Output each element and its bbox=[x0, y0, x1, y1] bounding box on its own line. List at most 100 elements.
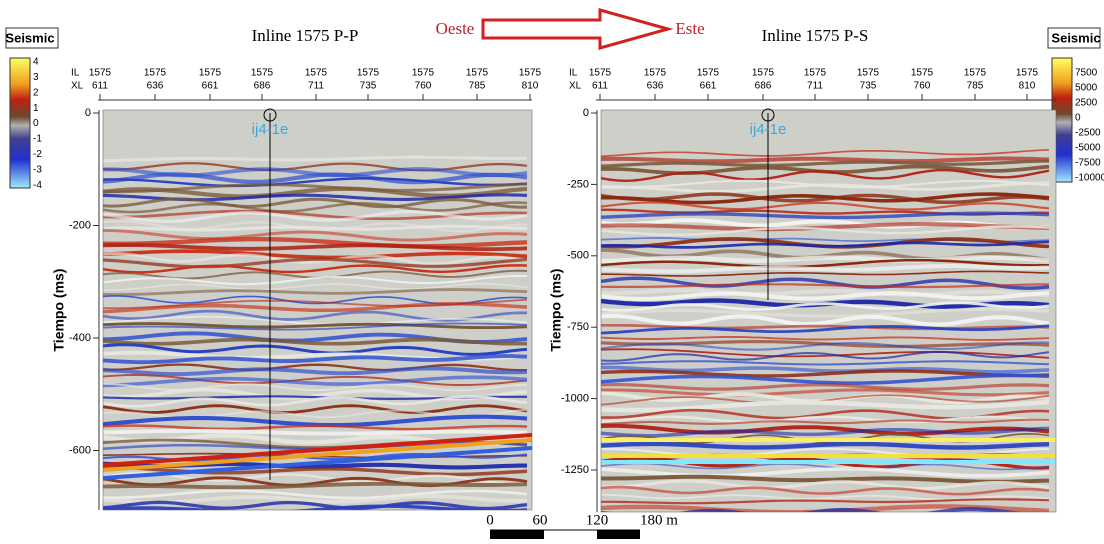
reflector bbox=[601, 485, 1050, 496]
xl-value: 711 bbox=[308, 81, 324, 92]
colorbar-label: -5000 bbox=[1075, 143, 1101, 154]
reflector bbox=[103, 337, 528, 346]
direction-to: Este bbox=[675, 19, 704, 38]
colorbar bbox=[9, 57, 31, 189]
reflector bbox=[601, 291, 1050, 301]
reflector bbox=[601, 479, 1050, 491]
reflector bbox=[103, 315, 528, 326]
y-tick-label: -600 bbox=[69, 444, 91, 456]
panel-title: Inline 1575 P-S bbox=[762, 26, 869, 45]
reflector bbox=[601, 255, 1050, 264]
reflector bbox=[601, 462, 1050, 471]
xl-value: 760 bbox=[415, 81, 432, 92]
reflector bbox=[601, 466, 1050, 478]
colorbar-label: -2 bbox=[33, 149, 42, 160]
il-value: 1575 bbox=[589, 68, 612, 79]
xl-value: 611 bbox=[592, 81, 608, 92]
y-tick-label: -500 bbox=[567, 250, 589, 262]
reflector bbox=[601, 181, 1049, 193]
colorbar-label: 2 bbox=[33, 87, 39, 98]
reflector bbox=[103, 428, 528, 436]
reflector bbox=[601, 168, 1050, 183]
reflector bbox=[103, 302, 528, 314]
arrow bbox=[481, 8, 674, 50]
xl-value: 686 bbox=[755, 81, 772, 92]
scale-label: 0 bbox=[486, 512, 494, 528]
xl-value: 661 bbox=[202, 81, 219, 92]
reflector bbox=[601, 301, 1050, 312]
colorbar-label: 3 bbox=[33, 72, 39, 83]
colorbar-label: -1 bbox=[33, 134, 42, 145]
xl-value: 711 bbox=[807, 81, 823, 92]
panel-title: Inline 1575 P-P bbox=[252, 26, 359, 45]
colorbar-label: -4 bbox=[33, 180, 42, 191]
colorbar-label: -2500 bbox=[1075, 128, 1101, 139]
reflector bbox=[103, 366, 528, 377]
reflector bbox=[103, 243, 528, 251]
reflector bbox=[601, 418, 1050, 426]
il-value: 1575 bbox=[519, 68, 542, 79]
seismic-section bbox=[103, 155, 532, 510]
reflector bbox=[601, 399, 1050, 413]
reflector bbox=[103, 177, 528, 188]
reflector bbox=[103, 264, 528, 274]
il-value: 1575 bbox=[89, 68, 112, 79]
reflector bbox=[601, 415, 1050, 424]
reflector bbox=[601, 350, 1050, 362]
reflector bbox=[601, 423, 1050, 436]
il-label: IL bbox=[71, 68, 80, 79]
reflector bbox=[103, 382, 528, 392]
reflector bbox=[601, 365, 1050, 374]
colorbar-title: Seismic bbox=[1051, 30, 1100, 45]
reflector bbox=[601, 240, 1050, 249]
reflector bbox=[601, 360, 1050, 366]
colorbar-label: 0 bbox=[33, 118, 39, 129]
colorbar-label: 2500 bbox=[1075, 98, 1098, 109]
il-value: 1575 bbox=[466, 68, 489, 79]
reflector bbox=[601, 498, 1050, 505]
reflector bbox=[601, 258, 1050, 269]
xl-value: 611 bbox=[92, 81, 108, 92]
strong-reflector bbox=[103, 433, 532, 467]
reflector bbox=[103, 274, 528, 286]
reflector bbox=[601, 441, 1050, 450]
reflector bbox=[103, 481, 528, 490]
reflector bbox=[601, 336, 1050, 341]
reflector bbox=[103, 162, 528, 172]
reflector bbox=[601, 382, 1050, 391]
reflector bbox=[103, 219, 528, 233]
scale-bar bbox=[490, 529, 640, 539]
xl-value: 810 bbox=[1019, 81, 1036, 92]
reflector bbox=[601, 283, 1049, 289]
xl-value: 636 bbox=[647, 81, 664, 92]
xl-value: 760 bbox=[914, 81, 931, 92]
reflector bbox=[601, 192, 1050, 205]
y-axis-title: Tiempo (ms) bbox=[51, 269, 67, 352]
il-value: 1575 bbox=[644, 68, 667, 79]
xl-label: XL bbox=[569, 81, 582, 92]
seismic-frame bbox=[600, 109, 1057, 513]
reflector bbox=[601, 270, 1050, 277]
reflector bbox=[103, 288, 528, 296]
reflector bbox=[601, 159, 1050, 168]
well-label: ij4-1e bbox=[750, 121, 787, 138]
reflector bbox=[601, 373, 1050, 385]
reflector bbox=[601, 493, 1050, 501]
reflector bbox=[103, 228, 528, 242]
seismic-frame bbox=[102, 109, 533, 511]
well-head bbox=[263, 108, 277, 122]
reflector bbox=[601, 307, 1050, 318]
xl-value: 661 bbox=[700, 81, 717, 92]
reflector bbox=[103, 210, 528, 224]
xl-label: XL bbox=[71, 81, 84, 92]
reflector bbox=[601, 222, 1050, 232]
colorbar-frame bbox=[5, 27, 59, 49]
reflector bbox=[103, 172, 528, 185]
il-value: 1575 bbox=[357, 68, 380, 79]
xl-value: 735 bbox=[860, 81, 877, 92]
reflector bbox=[103, 224, 528, 232]
reflector bbox=[103, 343, 528, 356]
reflector bbox=[103, 375, 528, 388]
well-head bbox=[761, 108, 775, 122]
